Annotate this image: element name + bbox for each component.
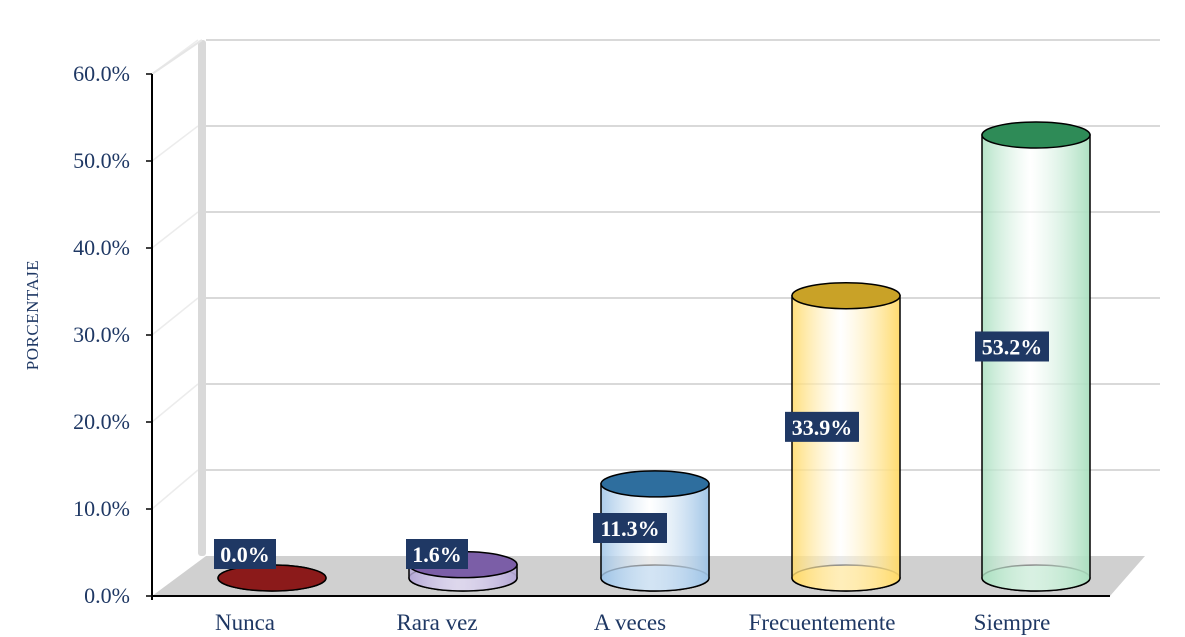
y-tick-label: 40.0% [73, 235, 130, 260]
x-category-label: Frecuentemente [749, 610, 896, 635]
gridline-side [151, 383, 199, 423]
bars [217, 121, 1091, 592]
bar-top [791, 281, 901, 310]
data-label: 11.3% [593, 513, 667, 543]
data-label-text: 0.0% [220, 542, 270, 567]
x-category-label: Rara vez [396, 610, 477, 635]
back-wall-edge [198, 40, 206, 556]
bar-body [791, 294, 901, 592]
gridline-side [151, 469, 199, 510]
data-label: 1.6% [406, 539, 468, 569]
data-labels: 0.0% 1.6% 11.3% 33.9% 53.2% [214, 331, 1049, 569]
data-label-bg [593, 513, 667, 543]
bar-body [981, 134, 1091, 592]
bar-cylinder [981, 121, 1091, 592]
data-label: 33.9% [785, 411, 859, 442]
bar-cylinder [791, 281, 901, 592]
gridline-side [151, 297, 199, 336]
data-label-bg [785, 411, 859, 442]
gridline-side [151, 211, 199, 249]
x-category-label: A veces [594, 610, 666, 635]
y-tick-label: 0.0% [84, 583, 130, 608]
y-axis-tick-labels: 0.0% 10.0% 20.0% 30.0% 40.0% 50.0% 60.0% [73, 61, 130, 608]
data-label-text: 11.3% [600, 516, 659, 541]
data-label: 53.2% [975, 331, 1049, 362]
data-label-text: 1.6% [412, 542, 462, 567]
data-label-bg [406, 539, 468, 569]
data-label-bg [214, 539, 276, 569]
bar-top [981, 121, 1091, 149]
y-tick-label: 30.0% [73, 322, 130, 347]
data-label: 0.0% [214, 539, 276, 569]
data-label-text: 33.9% [792, 415, 853, 440]
bar-cylinder [217, 564, 327, 592]
gridline-side [151, 125, 199, 162]
y-tick-label: 20.0% [73, 409, 130, 434]
side-wall-edge [151, 39, 203, 75]
x-category-label: Siempre [974, 610, 1051, 635]
y-tick-label: 50.0% [73, 148, 130, 173]
y-tick-label: 60.0% [73, 61, 130, 86]
data-label-text: 53.2% [982, 334, 1043, 359]
x-category-label: Nunca [215, 610, 275, 635]
data-label-bg [975, 331, 1049, 362]
y-tick-label: 10.0% [73, 496, 130, 521]
x-axis-category-labels: Nunca Rara vez A veces Frecuentemente Siempr… [215, 610, 1050, 635]
bar-top [600, 470, 710, 498]
y-axis-title: PORCENTAJE [23, 260, 42, 370]
